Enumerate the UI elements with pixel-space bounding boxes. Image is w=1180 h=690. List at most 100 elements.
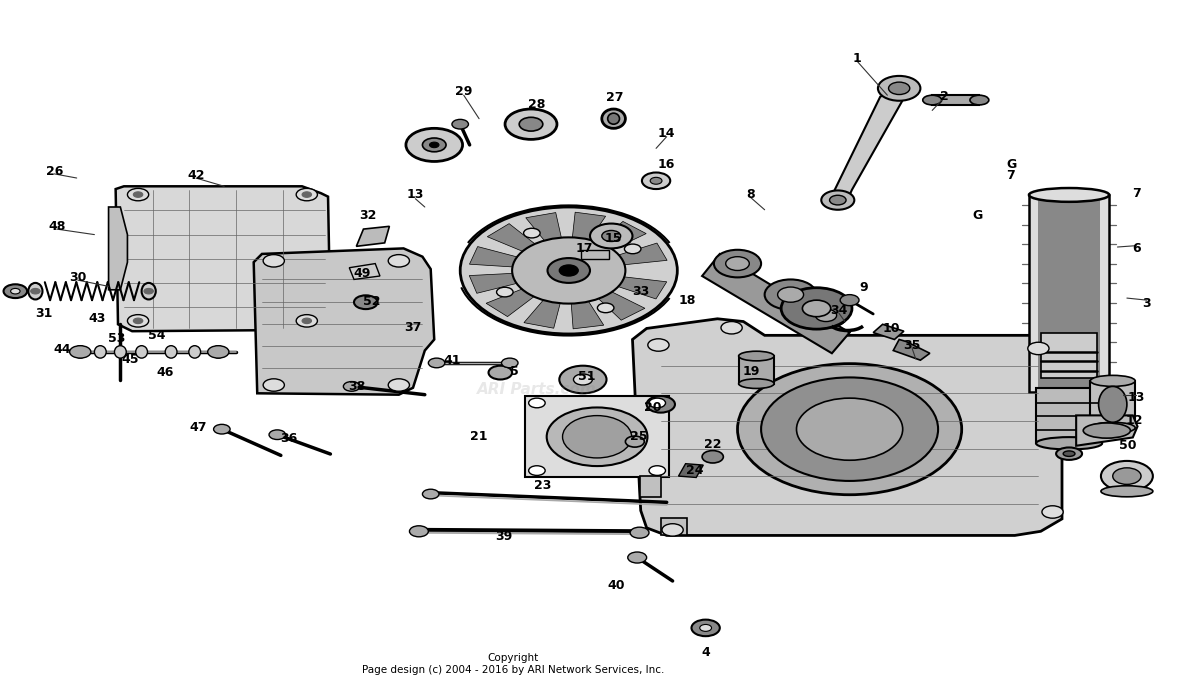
Text: 25: 25 <box>630 430 647 442</box>
Circle shape <box>354 295 378 309</box>
Text: 27: 27 <box>607 92 623 104</box>
Circle shape <box>830 195 846 205</box>
Text: 6: 6 <box>1132 242 1141 255</box>
Text: 18: 18 <box>678 295 695 307</box>
Text: 14: 14 <box>658 128 675 140</box>
Text: 47: 47 <box>190 421 206 433</box>
Circle shape <box>765 279 817 310</box>
Polygon shape <box>828 83 911 206</box>
Text: 29: 29 <box>455 85 472 97</box>
Polygon shape <box>470 273 527 293</box>
Ellipse shape <box>546 408 648 466</box>
Text: G: G <box>1007 158 1016 170</box>
Text: 16: 16 <box>658 158 675 170</box>
Circle shape <box>529 398 545 408</box>
Circle shape <box>781 288 852 329</box>
Text: 52: 52 <box>363 295 380 308</box>
Text: 51: 51 <box>578 371 595 383</box>
Circle shape <box>840 295 859 306</box>
Bar <box>1038 195 1100 392</box>
Circle shape <box>700 624 712 631</box>
Polygon shape <box>592 288 645 320</box>
Text: 17: 17 <box>576 242 592 255</box>
Ellipse shape <box>563 415 631 458</box>
Polygon shape <box>487 224 542 255</box>
Text: 26: 26 <box>46 165 63 177</box>
Text: 20: 20 <box>644 401 661 413</box>
Circle shape <box>778 287 804 302</box>
Circle shape <box>296 188 317 201</box>
Circle shape <box>559 265 578 276</box>
Text: 40: 40 <box>608 579 624 591</box>
Text: 54: 54 <box>149 329 165 342</box>
Text: 42: 42 <box>188 169 204 181</box>
Polygon shape <box>526 213 563 246</box>
Circle shape <box>714 250 761 277</box>
Circle shape <box>505 109 557 139</box>
Circle shape <box>512 237 625 304</box>
Circle shape <box>649 398 666 408</box>
Polygon shape <box>893 339 930 360</box>
Circle shape <box>602 230 621 241</box>
Circle shape <box>548 258 590 283</box>
Circle shape <box>628 552 647 563</box>
Circle shape <box>761 377 938 481</box>
Circle shape <box>815 309 837 322</box>
Bar <box>1041 333 1097 378</box>
Circle shape <box>559 366 607 393</box>
Circle shape <box>726 257 749 270</box>
Polygon shape <box>661 518 687 535</box>
Text: 1: 1 <box>852 52 861 65</box>
Text: 46: 46 <box>157 366 173 379</box>
Bar <box>1029 195 1109 392</box>
Ellipse shape <box>94 346 106 358</box>
Polygon shape <box>609 275 667 299</box>
Circle shape <box>889 82 910 95</box>
Circle shape <box>573 374 592 385</box>
Circle shape <box>502 358 518 368</box>
Circle shape <box>11 288 20 294</box>
Text: 10: 10 <box>883 322 899 335</box>
Text: 45: 45 <box>122 353 138 366</box>
Text: 34: 34 <box>831 304 847 317</box>
Bar <box>525 396 669 477</box>
Text: 4: 4 <box>701 646 710 658</box>
Circle shape <box>721 322 742 334</box>
Circle shape <box>70 346 91 358</box>
Circle shape <box>4 284 27 298</box>
Circle shape <box>1028 342 1049 355</box>
Circle shape <box>529 466 545 475</box>
Text: 30: 30 <box>70 271 86 284</box>
Ellipse shape <box>1029 188 1109 202</box>
Circle shape <box>647 396 675 413</box>
Ellipse shape <box>923 95 942 105</box>
Circle shape <box>497 287 513 297</box>
Polygon shape <box>486 286 540 317</box>
Ellipse shape <box>142 283 156 299</box>
Circle shape <box>1113 468 1141 484</box>
Circle shape <box>650 177 662 184</box>
Ellipse shape <box>1090 375 1135 386</box>
Ellipse shape <box>114 346 126 358</box>
Polygon shape <box>873 324 904 339</box>
Circle shape <box>805 303 847 328</box>
Circle shape <box>127 188 149 201</box>
Ellipse shape <box>1099 386 1127 422</box>
Bar <box>1090 381 1135 428</box>
Circle shape <box>208 346 229 358</box>
Circle shape <box>802 300 831 317</box>
Text: 8: 8 <box>746 188 755 201</box>
Text: 7: 7 <box>1005 170 1015 182</box>
Circle shape <box>460 207 677 334</box>
Circle shape <box>302 318 312 324</box>
Ellipse shape <box>28 283 42 299</box>
Bar <box>1036 388 1102 444</box>
Circle shape <box>302 192 312 197</box>
Polygon shape <box>349 264 380 279</box>
Text: Copyright
Page design (c) 2004 - 2016 by ARI Network Services, Inc.: Copyright Page design (c) 2004 - 2016 by… <box>362 653 664 675</box>
Ellipse shape <box>165 346 177 358</box>
Circle shape <box>1042 506 1063 518</box>
Polygon shape <box>702 254 850 353</box>
Text: 44: 44 <box>54 343 71 355</box>
Polygon shape <box>609 243 667 266</box>
